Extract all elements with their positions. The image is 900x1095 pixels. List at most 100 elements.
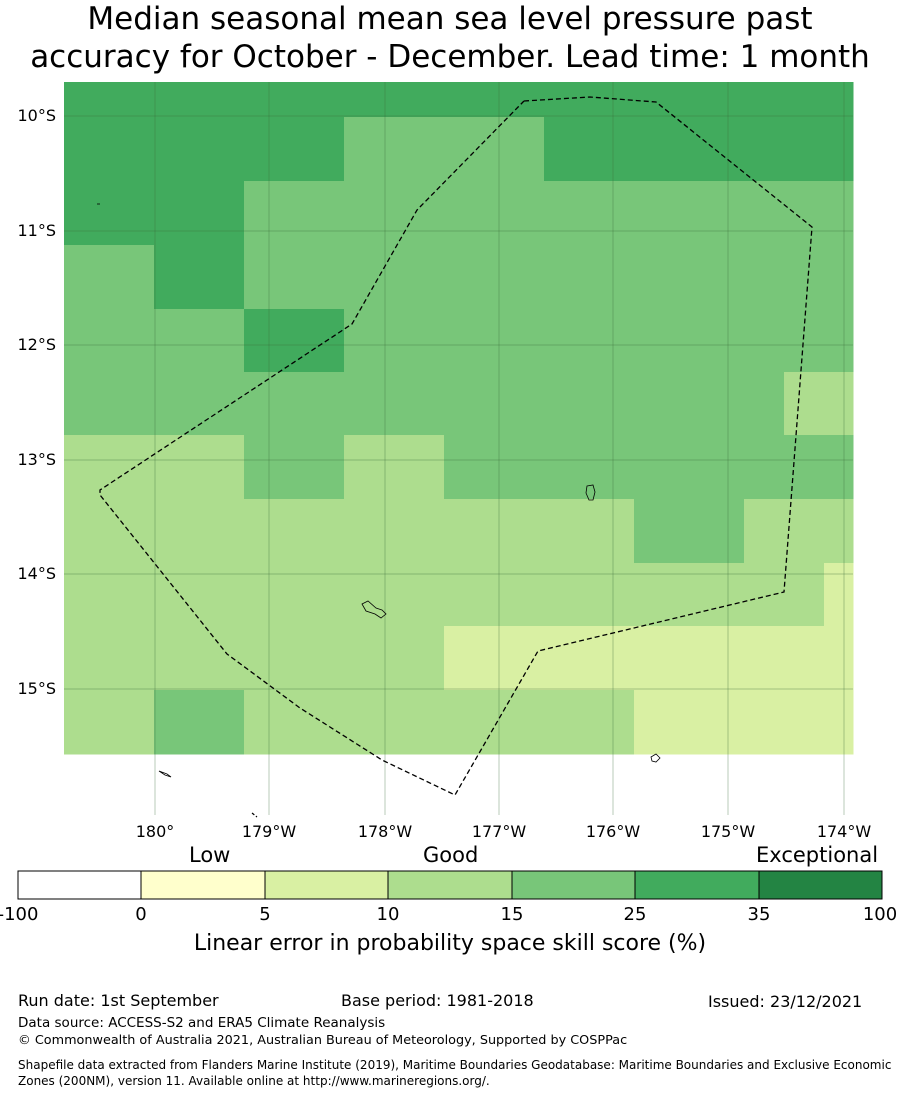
skill-cell	[414, 245, 425, 310]
skill-cell	[74, 372, 85, 436]
skill-cell	[214, 245, 225, 310]
skill-cell	[414, 435, 425, 500]
skill-cell	[434, 435, 445, 500]
skill-cell	[214, 435, 225, 500]
skill-cell	[114, 309, 125, 373]
skill-cell	[144, 563, 155, 627]
colorbar-tick-label: 5	[259, 904, 270, 925]
skill-cell	[474, 563, 485, 627]
skill-cell	[684, 626, 695, 691]
skill-cell	[444, 372, 455, 436]
skill-cell	[714, 117, 725, 182]
skill-cell	[114, 690, 125, 755]
skill-cell	[154, 82, 165, 118]
colorbar-tick-label: 15	[501, 904, 524, 925]
skill-cell	[244, 181, 255, 246]
skill-cell	[724, 117, 735, 182]
skill-cell	[604, 563, 615, 627]
skill-cell	[394, 563, 405, 627]
skill-cell	[114, 626, 125, 691]
skill-cell	[364, 181, 375, 246]
skill-cell	[644, 626, 655, 691]
skill-cell	[784, 117, 795, 182]
skill-cell	[294, 563, 305, 627]
skill-cell	[74, 435, 85, 500]
skill-cell	[464, 372, 475, 436]
skill-cell	[424, 181, 435, 246]
skill-cell	[444, 181, 455, 246]
skill-cell	[654, 82, 665, 118]
skill-cell	[194, 435, 205, 500]
colorbar-segment	[141, 871, 265, 899]
skill-cell	[764, 690, 775, 755]
skill-cell	[124, 117, 135, 182]
skill-cell	[634, 435, 645, 500]
skill-cell	[274, 626, 285, 691]
skill-cell	[804, 181, 815, 246]
skill-cell	[304, 309, 315, 373]
issued-date: Issued: 23/12/2021	[708, 992, 863, 1011]
skill-cell	[804, 372, 815, 436]
lon-label: 175°W	[701, 822, 756, 841]
skill-cell	[214, 563, 225, 627]
skill-cell	[364, 245, 375, 310]
skill-cell	[64, 563, 75, 627]
skill-cell	[494, 82, 505, 118]
skill-cell	[744, 117, 755, 182]
skill-cell	[784, 499, 795, 564]
lon-label: 177°W	[472, 822, 527, 841]
skill-cell	[194, 563, 205, 627]
skill-cell	[564, 245, 575, 310]
skill-cell	[674, 372, 685, 436]
skill-cell	[714, 181, 725, 246]
skill-cell	[664, 690, 675, 755]
skill-cell	[344, 690, 355, 755]
skill-cell	[464, 626, 475, 691]
skill-cell	[364, 82, 375, 118]
skill-cell	[594, 563, 605, 627]
skill-cell	[554, 563, 565, 627]
skill-cell	[424, 309, 435, 373]
skill-cell	[164, 563, 175, 627]
skill-cell	[664, 117, 675, 182]
colorbar-tick-label: 100	[863, 904, 897, 925]
skill-cell	[94, 82, 105, 118]
skill-cell	[194, 499, 205, 564]
skill-cell	[384, 117, 395, 182]
skill-cell	[234, 563, 245, 627]
skill-cell	[244, 245, 255, 310]
skill-cell	[174, 435, 185, 500]
skill-cell	[514, 563, 525, 627]
skill-cell	[164, 499, 175, 564]
skill-cell	[324, 563, 335, 627]
skill-cell	[764, 499, 775, 564]
skill-cell	[434, 626, 445, 691]
skill-cell	[164, 309, 175, 373]
skill-cell	[634, 690, 645, 755]
skill-cell	[174, 626, 185, 691]
skill-cell	[124, 690, 135, 755]
skill-cell	[224, 82, 235, 118]
skill-cell	[314, 435, 325, 500]
skill-cell	[354, 245, 365, 310]
skill-cell	[254, 563, 265, 627]
skill-cell	[244, 626, 255, 691]
skill-cell	[764, 563, 775, 627]
skill-cell	[234, 435, 245, 500]
skill-cell	[254, 690, 265, 755]
skill-cell	[324, 309, 335, 373]
skill-cell	[724, 372, 735, 436]
colorbar-tick-label: -100	[0, 904, 38, 925]
skill-cell	[554, 499, 565, 564]
skill-cell	[464, 82, 475, 118]
skill-cell	[284, 626, 295, 691]
skill-cell	[404, 82, 415, 118]
colorbar-category-exceptional: Exceptional	[756, 843, 879, 867]
skill-cell	[484, 435, 495, 500]
skill-cell	[834, 563, 845, 627]
skill-cell	[344, 117, 355, 182]
skill-cell	[534, 245, 545, 310]
skill-cell	[824, 435, 835, 500]
skill-cell	[234, 181, 245, 246]
skill-cell	[754, 499, 765, 564]
